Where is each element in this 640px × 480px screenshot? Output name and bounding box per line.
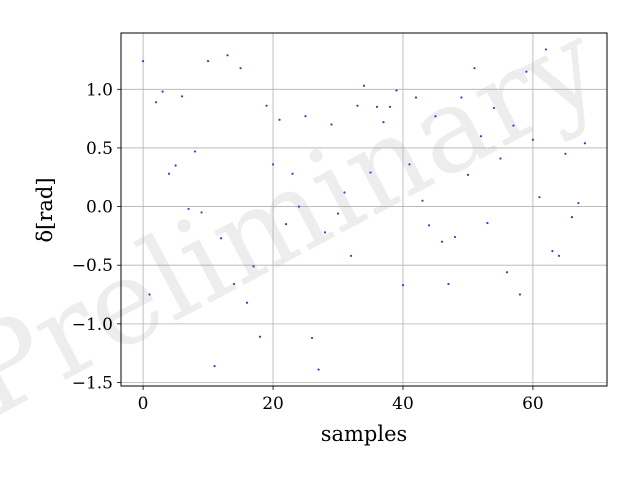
data-point xyxy=(304,115,307,118)
data-point xyxy=(362,84,366,87)
data-point xyxy=(447,282,450,286)
data-point xyxy=(577,201,580,205)
data-point xyxy=(479,135,483,138)
data-point xyxy=(291,172,294,175)
x-axis-label: samples xyxy=(321,422,408,446)
data-point xyxy=(245,301,249,304)
data-point xyxy=(252,265,255,268)
data-point xyxy=(154,101,158,104)
y-tick-label: 1.0 xyxy=(86,80,113,100)
data-point xyxy=(330,123,333,126)
data-point xyxy=(388,105,392,108)
data-point xyxy=(258,335,262,338)
data-point xyxy=(336,212,340,215)
x-tick-label: 40 xyxy=(392,394,414,414)
data-point xyxy=(434,115,437,118)
data-point xyxy=(219,237,223,240)
x-tick-label: 60 xyxy=(522,394,544,414)
data-point xyxy=(421,199,424,202)
data-point xyxy=(473,67,476,70)
data-point xyxy=(206,60,210,63)
data-point xyxy=(167,172,171,175)
plot-frame xyxy=(120,32,608,387)
data-point xyxy=(505,271,509,274)
y-tick-label: 0.0 xyxy=(86,198,113,218)
data-point xyxy=(297,205,301,208)
data-point xyxy=(187,207,190,211)
data-point xyxy=(544,48,548,51)
data-point xyxy=(193,150,197,153)
data-point xyxy=(278,118,281,121)
data-point xyxy=(551,250,554,253)
y-tick-label: −1.0 xyxy=(72,315,113,335)
x-tick-label: 0 xyxy=(138,394,149,414)
data-point xyxy=(518,293,522,296)
data-point xyxy=(213,364,216,368)
data-point xyxy=(453,235,457,239)
data-point xyxy=(343,191,346,194)
y-axis-ticks: −1.5 −1.0 −0.5 0.0 0.5 1.0 xyxy=(72,80,121,393)
data-point xyxy=(499,157,502,160)
data-point xyxy=(375,105,379,108)
data-point xyxy=(570,216,574,219)
data-point xyxy=(239,67,242,70)
data-point xyxy=(460,96,463,99)
y-axis-label: δ[rad] xyxy=(33,177,57,242)
data-point xyxy=(200,211,203,214)
data-point xyxy=(148,293,151,296)
y-tick-label: −1.5 xyxy=(72,373,113,393)
data-point xyxy=(349,254,353,257)
data-points xyxy=(141,48,587,371)
data-point xyxy=(427,224,431,227)
y-tick-label: −0.5 xyxy=(72,256,113,276)
data-point xyxy=(141,60,145,63)
data-point xyxy=(564,152,567,155)
data-point xyxy=(161,90,164,93)
data-point xyxy=(486,221,489,225)
data-point xyxy=(440,240,444,243)
data-point xyxy=(525,70,528,73)
data-point xyxy=(408,163,411,166)
data-point xyxy=(226,54,229,57)
y-tick-label: 0.5 xyxy=(86,139,113,159)
data-point xyxy=(369,171,372,174)
data-point xyxy=(492,106,496,110)
data-point xyxy=(180,95,184,98)
grid-lines xyxy=(121,33,607,386)
data-point xyxy=(356,104,359,107)
data-point xyxy=(310,336,314,340)
data-point xyxy=(538,196,541,199)
data-point xyxy=(414,96,418,99)
data-point xyxy=(382,121,385,124)
data-point xyxy=(271,163,275,166)
data-point xyxy=(317,368,320,371)
data-point xyxy=(466,173,470,177)
data-point xyxy=(323,231,327,234)
data-point xyxy=(512,124,515,127)
data-point xyxy=(232,282,236,286)
data-point xyxy=(174,164,177,167)
x-axis-ticks: 0 20 40 60 xyxy=(138,386,544,414)
x-tick-label: 20 xyxy=(262,394,284,414)
data-point xyxy=(265,104,268,107)
data-point xyxy=(583,142,587,145)
data-point xyxy=(557,254,561,257)
data-point xyxy=(531,138,535,141)
data-point xyxy=(284,223,288,226)
data-point xyxy=(395,89,398,92)
data-point xyxy=(401,284,405,287)
